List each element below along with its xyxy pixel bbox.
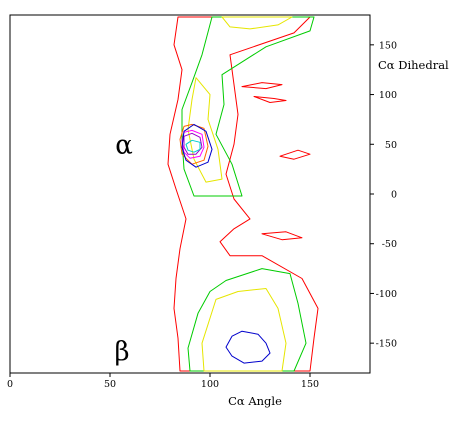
plot-frame [9, 14, 371, 374]
y-tick-label: -50 [382, 239, 397, 250]
contour-level-3-path-2 [187, 77, 223, 183]
y-tick-label: 150 [379, 40, 397, 51]
x-tick-label: 50 [104, 379, 116, 390]
contour-level-8-path-1 [185, 139, 201, 153]
contour-layer [167, 16, 319, 372]
contour-level-2-path-2 [187, 268, 307, 372]
region-label-2: β [114, 337, 129, 367]
x-axis-ticks: 0 50 100 150 [7, 373, 319, 390]
contour-level-7-path-1 [181, 123, 213, 168]
contour-level-1-path-1 [167, 16, 319, 372]
contour-level-7-path-2 [225, 330, 271, 364]
y-axis-title: Cα Dihedral [378, 58, 449, 72]
contour-level-1-path-2 [241, 82, 283, 90]
region-label-1: α [115, 130, 133, 160]
contour-level-2-path-1 [181, 16, 315, 197]
y-tick-label: -150 [376, 339, 397, 350]
x-tick-label: 0 [7, 379, 13, 390]
y-tick-label: 50 [385, 140, 397, 151]
contour-level-1-path-3 [253, 96, 287, 103]
x-axis-title: Cα Angle [228, 394, 282, 408]
y-tick-label: 0 [391, 190, 397, 201]
contour-level-3-path-3 [201, 288, 287, 372]
region-labels: αβ [114, 130, 132, 367]
x-tick-label: 150 [301, 379, 319, 390]
y-tick-label: 100 [379, 90, 397, 101]
y-tick-label: -100 [376, 289, 397, 300]
contour-level-3-path-1 [221, 16, 293, 30]
contour-level-1-path-4 [279, 149, 311, 160]
contour-level-1-path-5 [261, 231, 303, 241]
y-axis-ticks: 150 100 50 0 -50 -100 -150 [370, 40, 397, 350]
x-tick-label: 100 [201, 379, 219, 390]
contour-level-6-path-1 [183, 132, 203, 155]
